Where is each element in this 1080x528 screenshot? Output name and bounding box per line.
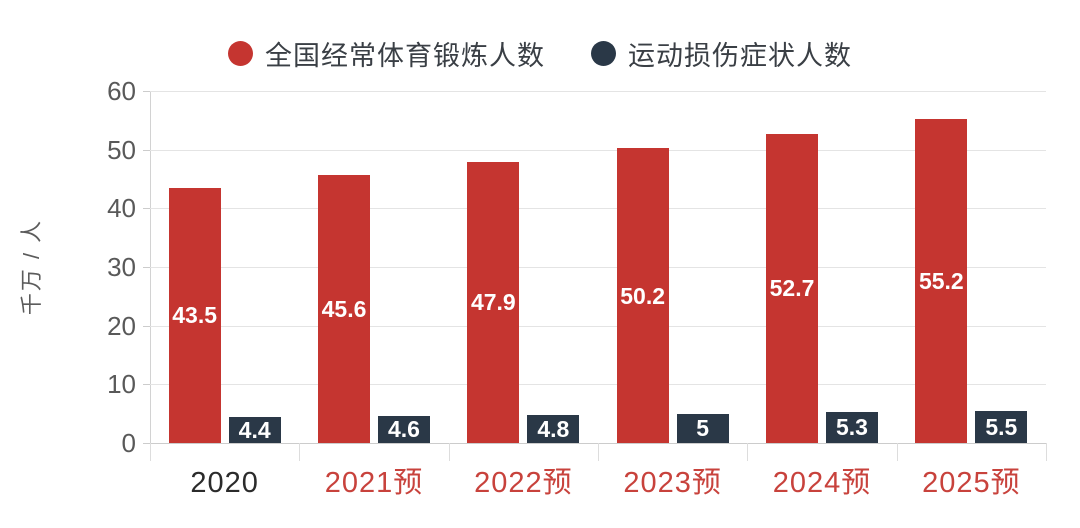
bar-value-label: 43.5: [172, 302, 218, 329]
gridline-40: [150, 208, 1046, 210]
bar-injury-2022预: 4.8: [527, 414, 580, 443]
legend-dot-icon: [591, 41, 616, 66]
bar-exercise-2022预: 47.9: [467, 161, 520, 443]
legend-item-label: 全国经常体育锻炼人数: [265, 41, 545, 71]
y-tick-50: [143, 149, 150, 151]
gridline-50: [150, 149, 1046, 151]
x-tick-4: [747, 443, 749, 461]
y-tick-label-20: 20: [107, 310, 136, 341]
gridline-10: [150, 384, 1046, 386]
y-tick-60: [143, 91, 150, 92]
bar-value-label: 5: [696, 415, 710, 442]
bar-exercise-2025预: 55.2: [915, 119, 968, 443]
bar-value-label: 5.3: [836, 414, 868, 441]
bar-injury-2024预: 5.3: [826, 411, 878, 443]
gridline-30: [150, 267, 1046, 268]
x-category-label-1: 2021预: [324, 467, 424, 499]
legend-item-label: 运动损伤症状人数: [628, 41, 852, 71]
y-tick-30: [143, 267, 150, 268]
x-category-label-2: 2022预: [474, 467, 573, 499]
legend-dot-icon: [228, 41, 253, 66]
bar-exercise-2020: 43.5: [168, 187, 221, 443]
bar-value-label: 4.8: [537, 415, 570, 442]
x-tick-5: [896, 443, 898, 461]
y-tick-40: [143, 208, 150, 210]
bar-exercise-2021预: 45.6: [318, 175, 370, 443]
legend: 全国经常体育锻炼人数 运动损伤症状人数: [0, 34, 1080, 73]
bar-value-label: 5.5: [985, 413, 1018, 440]
bar-exercise-2023预: 50.2: [616, 148, 669, 443]
bar-value-label: 45.6: [321, 296, 367, 323]
y-axis-title-text: 千万 / 人: [19, 218, 44, 316]
gridline-60: [150, 91, 1046, 92]
bar-injury-2025预: 5.5: [975, 410, 1028, 443]
bar-injury-2021预: 4.6: [378, 416, 430, 443]
y-tick-20: [143, 325, 150, 327]
x-tick-0: [150, 443, 151, 461]
y-tick-label-30: 30: [107, 252, 136, 282]
x-tick-1: [299, 443, 301, 461]
bar-value-label: 55.2: [918, 268, 964, 295]
x-tick-6: [1046, 443, 1047, 461]
y-tick-0: [143, 443, 150, 444]
bar-injury-2020: 4.4: [228, 417, 281, 444]
y-tick-10: [143, 384, 150, 386]
x-tick-2: [448, 443, 450, 461]
x-category-label-3: 2023预: [623, 467, 722, 499]
bar-value-label: 47.9: [470, 289, 516, 316]
plot-area: 43.5 4.4 45.6 4.6 47.9 4.8 50.2 5 52.7 5.3 55.2 5.5: [150, 91, 1046, 443]
x-category-label-0: 2020: [190, 467, 259, 499]
bar-injury-2023预: 5: [676, 413, 729, 443]
y-tick-label-0: 0: [121, 428, 136, 458]
y-tick-label-40: 40: [107, 193, 136, 224]
x-tick-3: [598, 443, 599, 461]
x-category-label-4: 2024预: [772, 467, 872, 499]
bar-value-label: 4.4: [238, 417, 271, 444]
gridline-20: [150, 325, 1046, 327]
bar-value-label: 52.7: [769, 275, 815, 302]
legend-item-0: 全国经常体育锻炼人数: [228, 34, 545, 73]
bar-exercise-2024预: 52.7: [766, 133, 818, 443]
y-tick-label-10: 10: [107, 369, 136, 400]
legend-item-1: 运动损伤症状人数: [591, 34, 852, 73]
bar-value-label: 4.6: [388, 416, 420, 443]
y-tick-label-50: 50: [107, 134, 136, 165]
x-category-label-5: 2025预: [922, 467, 1021, 499]
y-tick-label-60: 60: [107, 76, 136, 106]
bar-value-label: 50.2: [620, 282, 666, 309]
